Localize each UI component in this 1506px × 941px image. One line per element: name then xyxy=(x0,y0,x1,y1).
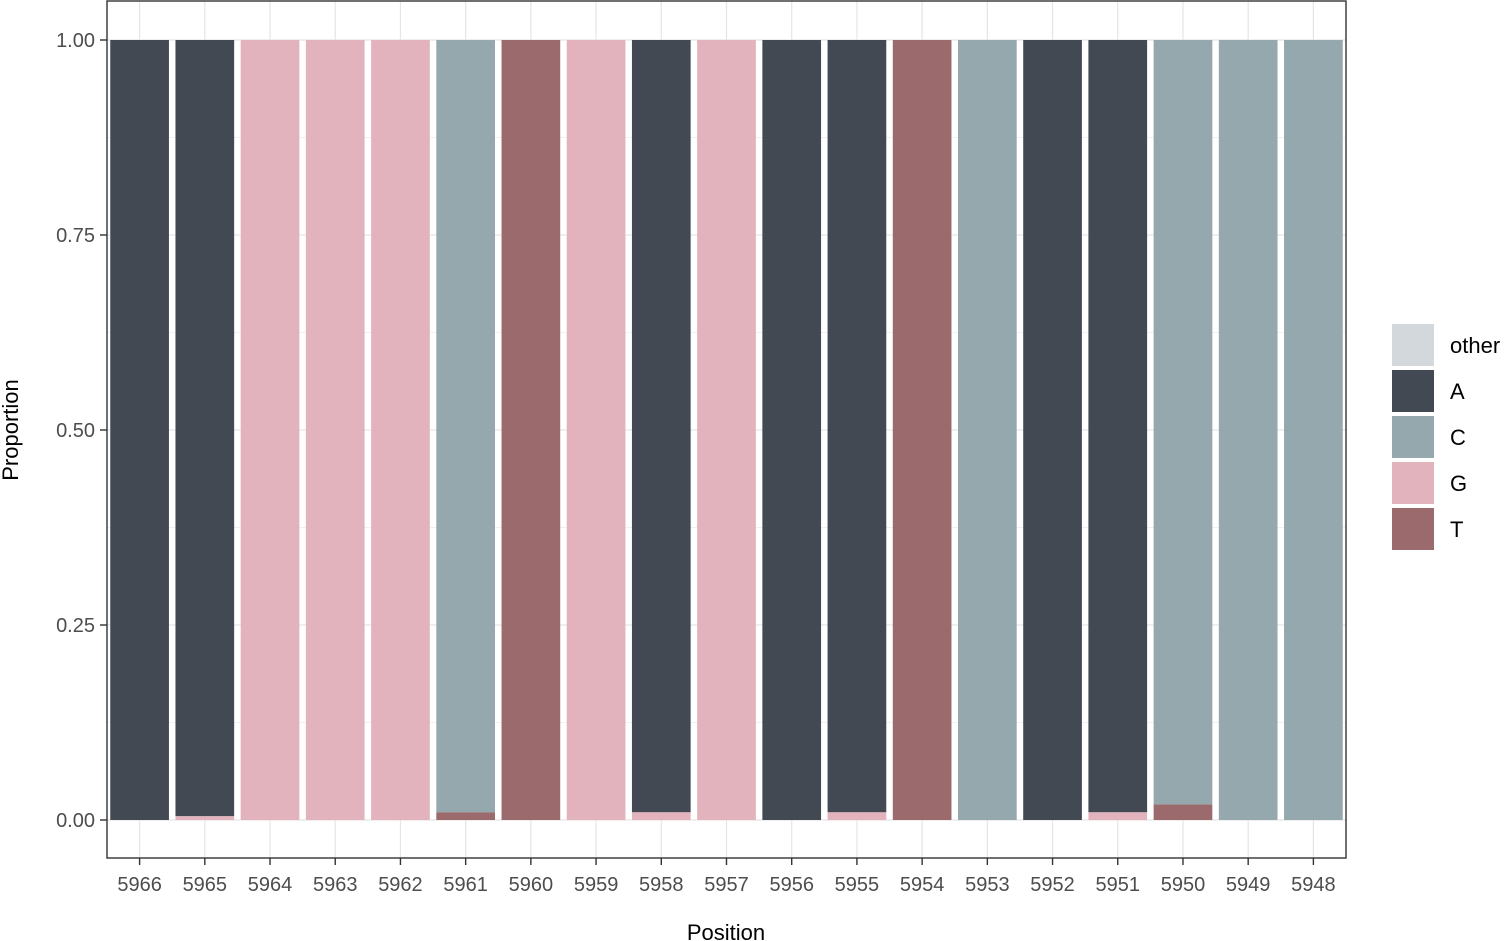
x-tick-label: 5958 xyxy=(639,874,684,896)
legend-key-A xyxy=(1392,370,1434,412)
bar-segment-T-5960 xyxy=(501,40,561,820)
x-tick-label: 5950 xyxy=(1161,874,1206,896)
bar-segment-A-5952 xyxy=(1023,40,1082,820)
bar-segment-A-5951 xyxy=(1088,40,1148,813)
legend-label-other: other xyxy=(1450,333,1500,358)
bar-segment-C-5950 xyxy=(1153,40,1213,805)
bar-segment-G-5951 xyxy=(1088,812,1148,820)
x-tick-label: 5954 xyxy=(900,874,945,896)
y-tick-label: 0.50 xyxy=(56,420,95,442)
bar-segment-C-5953 xyxy=(957,40,1017,820)
legend-key-other xyxy=(1392,324,1434,366)
bar-segment-A-5965 xyxy=(175,40,235,817)
legend-label-G: G xyxy=(1450,471,1467,496)
bar-segment-G-5957 xyxy=(697,40,756,820)
bar-segment-C-5948 xyxy=(1284,40,1343,820)
x-axis: 5966 5965 5964 5963 5962 5961 5960 5959 5958 5957… xyxy=(117,858,1336,896)
y-axis-title: Proportion xyxy=(0,379,23,481)
x-tick-label: 5959 xyxy=(574,874,619,896)
bar-segment-T-5961 xyxy=(436,812,496,820)
legend-key-G xyxy=(1392,462,1434,504)
x-tick-label: 5966 xyxy=(117,874,162,896)
bar-segment-G-5962 xyxy=(371,40,430,820)
legend-label-C: C xyxy=(1450,425,1466,450)
y-tick-label: 0.25 xyxy=(56,615,95,637)
y-axis: 0.00 0.25 0.50 0.75 1.00 xyxy=(56,30,107,832)
bar-segment-A-5955 xyxy=(827,40,887,813)
x-tick-label: 5963 xyxy=(313,874,358,896)
bar-segment-G-5965 xyxy=(175,816,235,820)
bar-segment-T-5954 xyxy=(892,40,952,820)
x-tick-label: 5961 xyxy=(443,874,488,896)
legend-key-C xyxy=(1392,416,1434,458)
x-tick-label: 5962 xyxy=(378,874,423,896)
bar-segment-G-5959 xyxy=(566,40,626,820)
bar-segment-G-5958 xyxy=(631,812,691,820)
x-tick-label: 5949 xyxy=(1226,874,1271,896)
y-tick-label: 1.00 xyxy=(56,30,95,52)
x-tick-label: 5952 xyxy=(1030,874,1075,896)
bars xyxy=(110,40,1343,820)
x-tick-label: 5965 xyxy=(183,874,228,896)
legend-key-T xyxy=(1392,508,1434,550)
x-tick-label: 5957 xyxy=(704,874,749,896)
legend-label-T: T xyxy=(1450,517,1463,542)
bar-segment-A-5958 xyxy=(631,40,691,813)
bar-segment-G-5964 xyxy=(240,40,300,820)
y-tick-label: 0.00 xyxy=(56,810,95,832)
x-axis-title: Position xyxy=(687,920,765,941)
x-tick-label: 5956 xyxy=(769,874,814,896)
x-tick-label: 5951 xyxy=(1096,874,1141,896)
x-tick-label: 5955 xyxy=(835,874,880,896)
y-tick-label: 0.75 xyxy=(56,225,95,247)
bar-segment-A-5956 xyxy=(762,40,822,820)
bar-segment-A-5966 xyxy=(110,40,169,820)
x-tick-label: 5960 xyxy=(509,874,554,896)
bar-segment-C-5961 xyxy=(436,40,496,813)
x-tick-label: 5964 xyxy=(248,874,293,896)
bar-segment-G-5955 xyxy=(827,812,887,820)
x-tick-label: 5948 xyxy=(1291,874,1336,896)
legend-label-A: A xyxy=(1450,379,1465,404)
bar-segment-G-5963 xyxy=(305,40,365,820)
bar-segment-C-5949 xyxy=(1218,40,1278,820)
x-tick-label: 5953 xyxy=(965,874,1010,896)
bar-segment-T-5950 xyxy=(1153,804,1213,820)
